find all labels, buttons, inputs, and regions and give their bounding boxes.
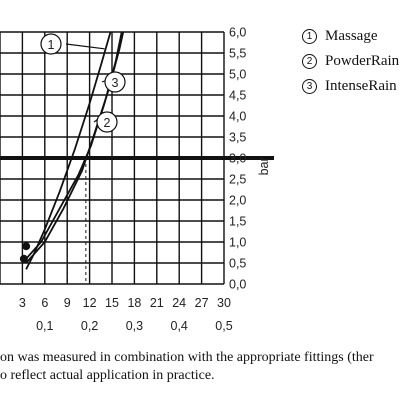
y-tick-label: 1,5 [229, 215, 246, 229]
x-tick-label: 21 [150, 296, 164, 310]
chart-grid [0, 31, 225, 285]
x-secondary-tick-label: 0,2 [81, 319, 98, 333]
y-tick-label: 0,0 [229, 278, 246, 292]
x-secondary-tick-label: 0,4 [171, 319, 188, 333]
callout-circle [96, 111, 118, 133]
y-tick-label: 2,0 [229, 194, 246, 208]
x-secondary-tick-labels: 0,1 0,2 0,3 0,4 0,5 [36, 319, 233, 333]
y-tick-label: 6,0 [229, 26, 246, 40]
callout-circle [40, 33, 62, 55]
x-tick-label: 27 [195, 296, 209, 310]
y-tick-label: 3,5 [229, 131, 246, 145]
legend-item-powderrain: 2 PowderRain [302, 49, 399, 74]
y-tick-label: 2,5 [229, 173, 246, 187]
callout-number: 2 [104, 116, 111, 130]
series-start-dot [19, 254, 28, 263]
series-line-intenserain [25, 31, 123, 260]
callout-circle [104, 71, 126, 93]
callout-leader [65, 43, 105, 50]
legend-label-powderrain: PowderRain [325, 53, 400, 69]
x-tick-label: 3 [19, 296, 26, 310]
legend-number-3: 3 [302, 79, 317, 94]
y-tick-label: 3,0 [229, 152, 246, 166]
x-tick-label: 15 [105, 296, 119, 310]
legend-item-intenserain: 3 IntenseRain [302, 74, 399, 99]
x-secondary-tick-label: 0,5 [215, 319, 232, 333]
legend-item-massage: 1 Massage [302, 24, 399, 49]
series-callouts: 1 3 2 [40, 33, 126, 133]
footnote-line-2: o reflect actual application in practice… [0, 368, 215, 383]
callout-number: 3 [112, 76, 119, 90]
x-tick-label: 30 [217, 296, 231, 310]
y-tick-labels: 0,0 0,5 1,0 1,5 2,0 2,5 3,0 3,5 4,0 4,5 5,0 5,5 6,0 [229, 26, 246, 292]
y-tick-label: 4,5 [229, 89, 246, 103]
x-tick-label: 24 [172, 296, 186, 310]
legend-number-1: 1 [302, 29, 317, 44]
series-start-dot [22, 242, 31, 251]
y-axis-label: bar [257, 157, 271, 175]
legend-number-2: 2 [302, 54, 317, 69]
flow-pressure-chart: 1 3 2 0,0 0,5 1,0 1,5 2,0 2,5 3,0 3,5 4,0 4,5 5,0 5,5… [0, 26, 274, 333]
x-secondary-tick-label: 0,3 [126, 319, 143, 333]
x-secondary-tick-label: 0,1 [36, 319, 53, 333]
x-tick-label: 18 [127, 296, 141, 310]
y-tick-label: 4,0 [229, 110, 246, 124]
legend-label-intenserain: IntenseRain [325, 78, 397, 94]
series-group [19, 31, 125, 270]
callout-number: 1 [48, 38, 55, 52]
x-tick-labels: 3 6 9 12 15 18 21 24 27 30 [19, 296, 231, 310]
legend-label-massage: Massage [325, 28, 378, 44]
y-tick-label: 5,0 [229, 68, 246, 82]
series-line-massage [25, 31, 112, 270]
legend: 1 Massage 2 PowderRain 3 IntenseRain [302, 24, 399, 99]
x-tick-label: 9 [64, 296, 71, 310]
x-tick-label: 12 [83, 296, 97, 310]
y-tick-label: 1,0 [229, 236, 246, 250]
y-tick-label: 5,5 [229, 47, 246, 61]
x-tick-label: 6 [41, 296, 48, 310]
footnote: on was measured in combination with the … [0, 349, 374, 385]
footnote-line-1: on was measured in combination with the … [0, 350, 374, 365]
dashed-drop-lines [66, 158, 87, 284]
y-tick-label: 0,5 [229, 257, 246, 271]
